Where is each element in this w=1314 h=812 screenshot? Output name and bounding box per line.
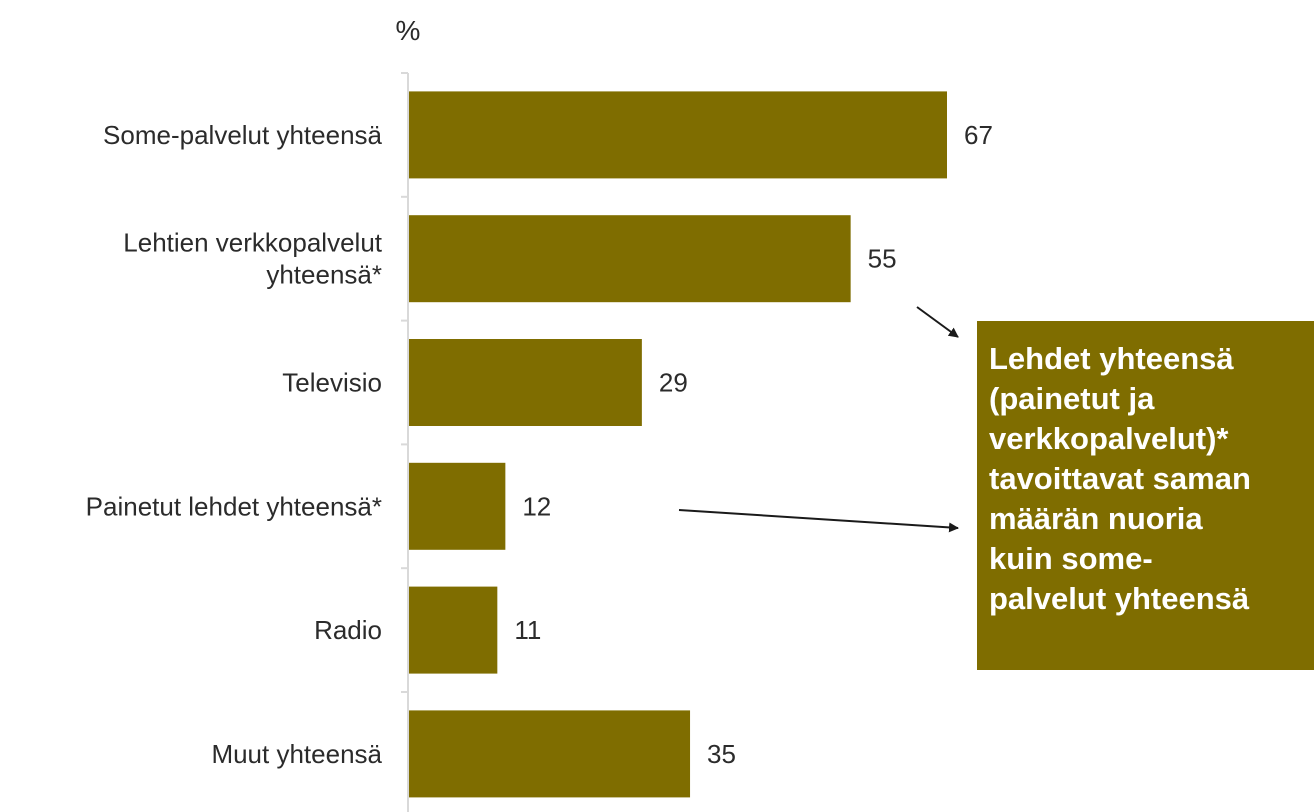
arrow xyxy=(916,306,959,338)
category-label: Lehtien verkkopalvelut yhteensä* xyxy=(123,228,382,290)
category-label-line: yhteensä* xyxy=(266,260,382,290)
value-label: 35 xyxy=(707,739,736,769)
category-label-line: Painetut lehdet yhteensä* xyxy=(86,491,382,521)
category-axis xyxy=(401,72,409,812)
category-label: Televisio xyxy=(282,368,382,398)
category-label-line: Lehtien verkkopalvelut xyxy=(123,228,382,258)
category-label: Muut yhteensä xyxy=(211,739,382,769)
arrow xyxy=(678,509,959,533)
callout-text-line: palvelut yhteensä xyxy=(989,581,1250,616)
value-label: 67 xyxy=(964,120,993,150)
category-label: Radio xyxy=(314,615,382,645)
category-label-line: Televisio xyxy=(282,368,382,398)
unit-label: % xyxy=(396,15,421,46)
callout-text-line: Lehdet yhteensä xyxy=(989,341,1234,376)
bar xyxy=(409,710,691,798)
callout-text-line: verkkopalvelut)* xyxy=(989,421,1229,456)
bar xyxy=(409,339,642,426)
category-label-line: Radio xyxy=(314,615,382,645)
callout-text-line: tavoittavat saman xyxy=(989,461,1251,496)
value-label: 11 xyxy=(514,615,541,645)
callout-text-line: kuin some- xyxy=(989,541,1153,576)
callout-text-line: (painetut ja xyxy=(989,381,1155,416)
bar xyxy=(409,586,498,674)
category-label-line: Some-palvelut yhteensä xyxy=(103,120,382,150)
callout-box: Lehdet yhteensä (painetut ja verkkopalvelu… xyxy=(977,321,1314,670)
category-labels: Some-palvelut yhteensä Lehtien verkkopalv… xyxy=(86,120,383,769)
bar xyxy=(409,462,506,550)
category-label: Some-palvelut yhteensä xyxy=(103,120,382,150)
bars xyxy=(409,91,947,798)
value-label: 29 xyxy=(659,368,688,398)
callout-arrows xyxy=(678,306,959,533)
category-label-line: Muut yhteensä xyxy=(211,739,382,769)
category-label: Painetut lehdet yhteensä* xyxy=(86,491,382,521)
value-label: 55 xyxy=(868,244,897,274)
value-label: 12 xyxy=(522,491,551,521)
bar xyxy=(409,215,851,303)
callout-text-line: määrän nuoria xyxy=(989,501,1203,536)
value-labels: 67 55 29 12 11 35 xyxy=(514,120,993,769)
bar xyxy=(409,91,947,179)
